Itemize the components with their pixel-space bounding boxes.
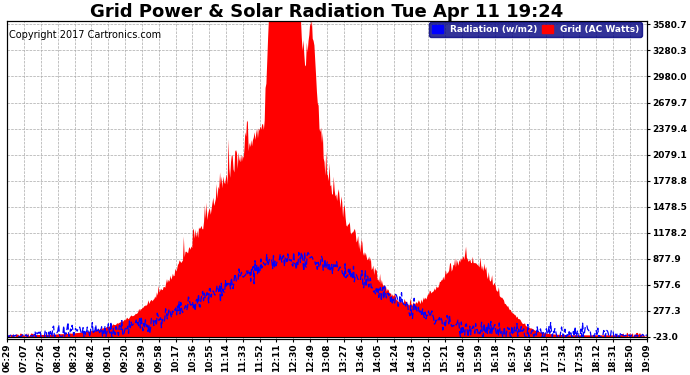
Legend: Radiation (w/m2), Grid (AC Watts): Radiation (w/m2), Grid (AC Watts) bbox=[429, 22, 642, 37]
Title: Grid Power & Solar Radiation Tue Apr 11 19:24: Grid Power & Solar Radiation Tue Apr 11 … bbox=[90, 3, 564, 21]
Text: Copyright 2017 Cartronics.com: Copyright 2017 Cartronics.com bbox=[8, 30, 161, 40]
